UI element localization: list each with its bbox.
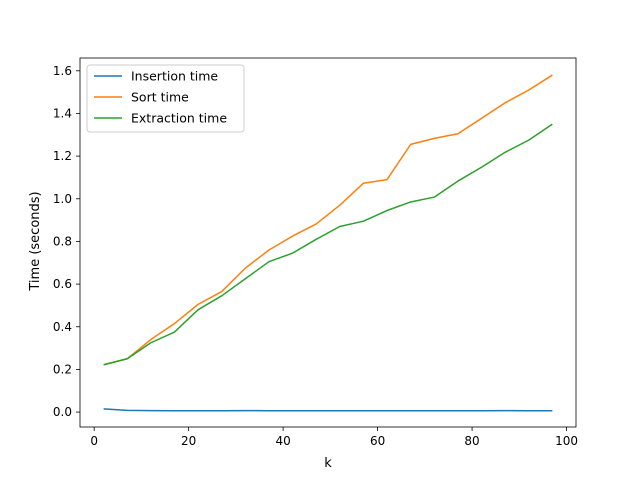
y-axis: 0.0 0.2 0.4 0.6 0.8 1.0 1.2 1.4 1.6 — [53, 64, 80, 419]
series-line-sort-time — [103, 74, 553, 366]
y-tick-label: 1.0 — [53, 192, 72, 206]
x-tick-label: 20 — [181, 434, 196, 448]
y-tick-label: 1.2 — [53, 149, 72, 163]
x-tick-label: 0 — [90, 434, 98, 448]
y-tick-label: 1.4 — [53, 106, 72, 120]
series-line-extraction-time — [103, 123, 553, 366]
legend-label-sort-time: Sort time — [131, 90, 189, 105]
legend: Insertion time Sort time Extraction time — [86, 64, 245, 133]
y-tick-label: 0.6 — [53, 277, 72, 291]
series-line-insertion-time — [103, 408, 553, 412]
x-tick-label: 40 — [275, 434, 290, 448]
x-axis: 0 20 40 60 80 100 — [90, 427, 578, 448]
legend-box — [86, 64, 245, 133]
y-tick-label: 0.4 — [53, 320, 72, 334]
y-axis-label: Time (seconds) — [28, 191, 43, 291]
y-tick-label: 0.8 — [53, 234, 72, 248]
y-tick-label: 1.6 — [53, 64, 72, 78]
x-tick-label: 80 — [464, 434, 479, 448]
plot-area — [79, 57, 577, 428]
legend-label-extraction-time: Extraction time — [131, 111, 227, 126]
y-tick-label: 0.0 — [53, 405, 72, 419]
series-layer — [103, 74, 553, 412]
x-tick-label: 100 — [555, 434, 578, 448]
plot-frame — [79, 57, 577, 428]
legend-label-insertion-time: Insertion time — [131, 69, 218, 84]
x-axis-label: k — [324, 456, 332, 471]
x-tick-label: 60 — [370, 434, 385, 448]
y-tick-label: 0.2 — [53, 362, 72, 376]
